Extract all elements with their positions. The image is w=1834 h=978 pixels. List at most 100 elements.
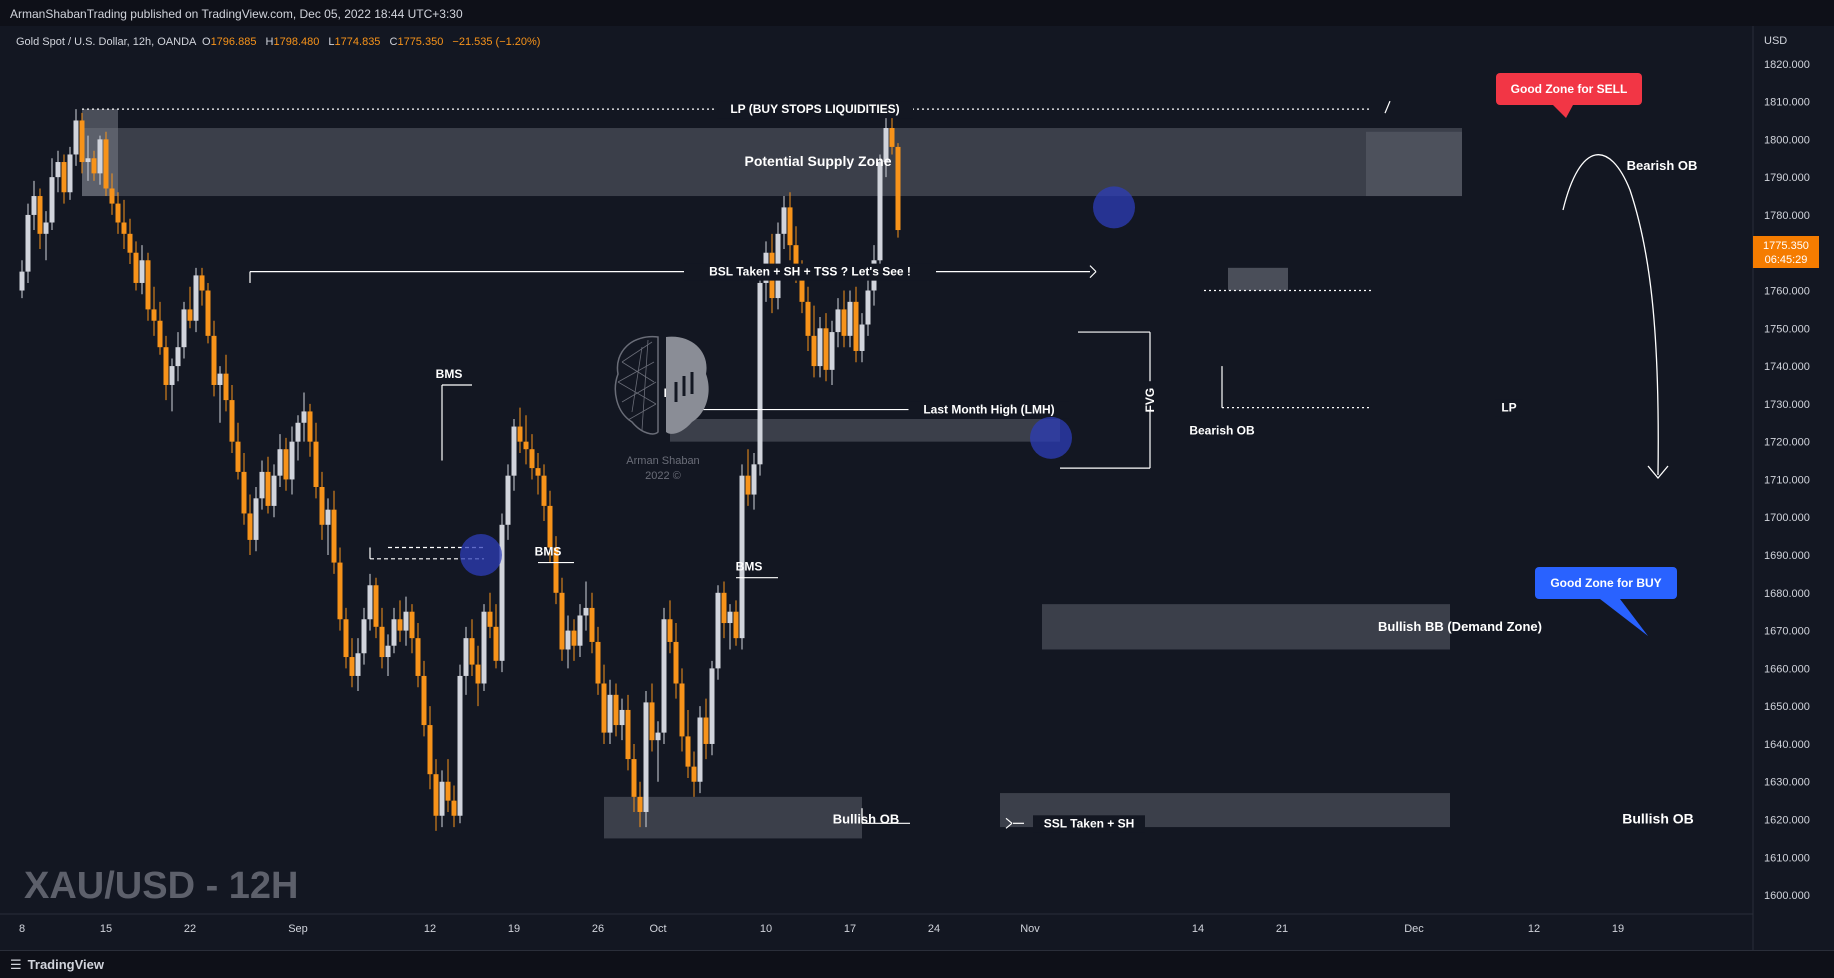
x-tick-label: 17 bbox=[844, 923, 856, 935]
candle-body bbox=[697, 717, 703, 782]
candle-body bbox=[649, 702, 655, 741]
projection-arrowhead bbox=[1647, 465, 1669, 480]
last-price-tag bbox=[1753, 236, 1819, 268]
candle-body bbox=[199, 275, 205, 291]
candle-body bbox=[379, 626, 385, 658]
marker-circle-3 bbox=[1093, 186, 1135, 229]
y-tick-label: 1660.000 bbox=[1764, 663, 1810, 675]
bearish-ob-zone-right bbox=[1366, 131, 1462, 197]
x-tick-label: Sep bbox=[288, 923, 308, 935]
candle-body bbox=[163, 347, 169, 385]
y-tick-label: 1700.000 bbox=[1764, 512, 1810, 524]
candle-body bbox=[373, 585, 379, 627]
candle-body bbox=[727, 611, 733, 624]
x-tick-label: 21 bbox=[1276, 923, 1288, 935]
candle-body bbox=[667, 619, 673, 642]
tradingview-logo[interactable]: ☰ TradingView bbox=[10, 957, 104, 973]
candle-body bbox=[19, 271, 25, 291]
x-tick-label: 19 bbox=[508, 923, 520, 935]
candle-body bbox=[385, 645, 391, 658]
candle-body bbox=[133, 252, 139, 283]
candle-body bbox=[313, 441, 319, 488]
bsl-taken-label-bg bbox=[684, 263, 936, 281]
candle-body bbox=[283, 449, 289, 480]
y-tick-label: 1740.000 bbox=[1764, 361, 1810, 373]
x-tick-label: 24 bbox=[928, 923, 940, 935]
candle-body bbox=[205, 290, 211, 336]
candle-body bbox=[121, 222, 127, 234]
candle-body bbox=[73, 120, 79, 155]
candle-body bbox=[271, 475, 277, 506]
candle-body bbox=[301, 411, 307, 423]
y-tick-label: 1810.000 bbox=[1764, 97, 1810, 109]
candle-body bbox=[499, 524, 505, 661]
legend-symbol: Gold Spot / U.S. Dollar, 12h, OANDA bbox=[16, 36, 197, 48]
x-tick-label: 12 bbox=[1528, 923, 1540, 935]
bullish-bb-demand-zone bbox=[1042, 604, 1450, 650]
candle-body bbox=[691, 766, 697, 782]
tv-logo-icon: ☰ bbox=[10, 958, 22, 973]
candle-body bbox=[631, 759, 637, 797]
candle-body bbox=[151, 309, 157, 321]
buy-callout-pointer bbox=[1600, 599, 1648, 636]
candle-body bbox=[721, 592, 727, 624]
tradingview-brand: TradingView bbox=[27, 957, 104, 972]
candle-body bbox=[883, 128, 889, 163]
y-tick-label: 1750.000 bbox=[1764, 323, 1810, 335]
bsl-arrow-b bbox=[1089, 271, 1097, 279]
candle-body bbox=[469, 638, 475, 665]
publisher-text: ArmanShabanTrading published on TradingV… bbox=[10, 7, 463, 21]
candle-body bbox=[277, 449, 283, 476]
candle-body bbox=[175, 347, 181, 367]
ssl-taken-label-bg bbox=[1033, 815, 1145, 833]
bearish-ob-label-right: Bearish OB bbox=[1627, 158, 1698, 173]
candle-body bbox=[157, 320, 163, 348]
legend-open-label: O bbox=[202, 36, 211, 48]
candle-body bbox=[31, 196, 37, 215]
x-tick-label: Dec bbox=[1404, 923, 1424, 935]
candle-body bbox=[823, 328, 829, 370]
legend-low: 1774.835 bbox=[335, 36, 381, 48]
candle-body bbox=[127, 233, 133, 253]
lp-lower-label: LP bbox=[1501, 401, 1516, 415]
candle-body bbox=[535, 468, 541, 476]
candle-body bbox=[295, 422, 301, 442]
candle-body bbox=[61, 162, 67, 193]
y-tick-label: 1800.000 bbox=[1764, 134, 1810, 146]
sell-wick-marker bbox=[1384, 100, 1391, 114]
sell-callout-box bbox=[1496, 73, 1642, 105]
y-tick-label: 1620.000 bbox=[1764, 815, 1810, 827]
candle-body bbox=[733, 611, 739, 639]
candle-body bbox=[745, 475, 751, 495]
candle-body bbox=[55, 162, 61, 178]
candle-body bbox=[487, 611, 493, 627]
candle-body bbox=[841, 309, 847, 336]
axis-unit-label: USD bbox=[1764, 35, 1787, 47]
y-tick-label: 1690.000 bbox=[1764, 550, 1810, 562]
ssl-arrow-a bbox=[1005, 817, 1013, 824]
x-tick-label: 10 bbox=[760, 923, 772, 935]
fvg-label-bg bbox=[1144, 381, 1156, 412]
candle-body bbox=[85, 158, 91, 163]
candle-body bbox=[799, 271, 805, 302]
candle-body bbox=[43, 222, 49, 234]
candle-body bbox=[457, 675, 463, 816]
candle-body bbox=[415, 638, 421, 676]
marker-circle-1 bbox=[460, 534, 502, 577]
last-price: 1775.350 bbox=[1763, 240, 1809, 252]
candle-body bbox=[589, 607, 595, 642]
y-tick-label: 1780.000 bbox=[1764, 210, 1810, 222]
candle-body bbox=[565, 630, 571, 650]
sell-callout-pointer bbox=[1553, 105, 1573, 118]
candle-body bbox=[517, 426, 523, 442]
candle-body bbox=[433, 774, 439, 816]
sell-callout-label: Good Zone for SELL bbox=[1511, 82, 1628, 96]
legend-change: −21.535 (−1.20%) bbox=[452, 36, 540, 48]
y-tick-label: 1670.000 bbox=[1764, 626, 1810, 638]
bearish-ob-zone-mid bbox=[670, 418, 1060, 442]
y-tick-label: 1600.000 bbox=[1764, 890, 1810, 902]
candle-body bbox=[709, 668, 715, 744]
candle-body bbox=[655, 732, 661, 741]
candle-body bbox=[115, 203, 121, 223]
